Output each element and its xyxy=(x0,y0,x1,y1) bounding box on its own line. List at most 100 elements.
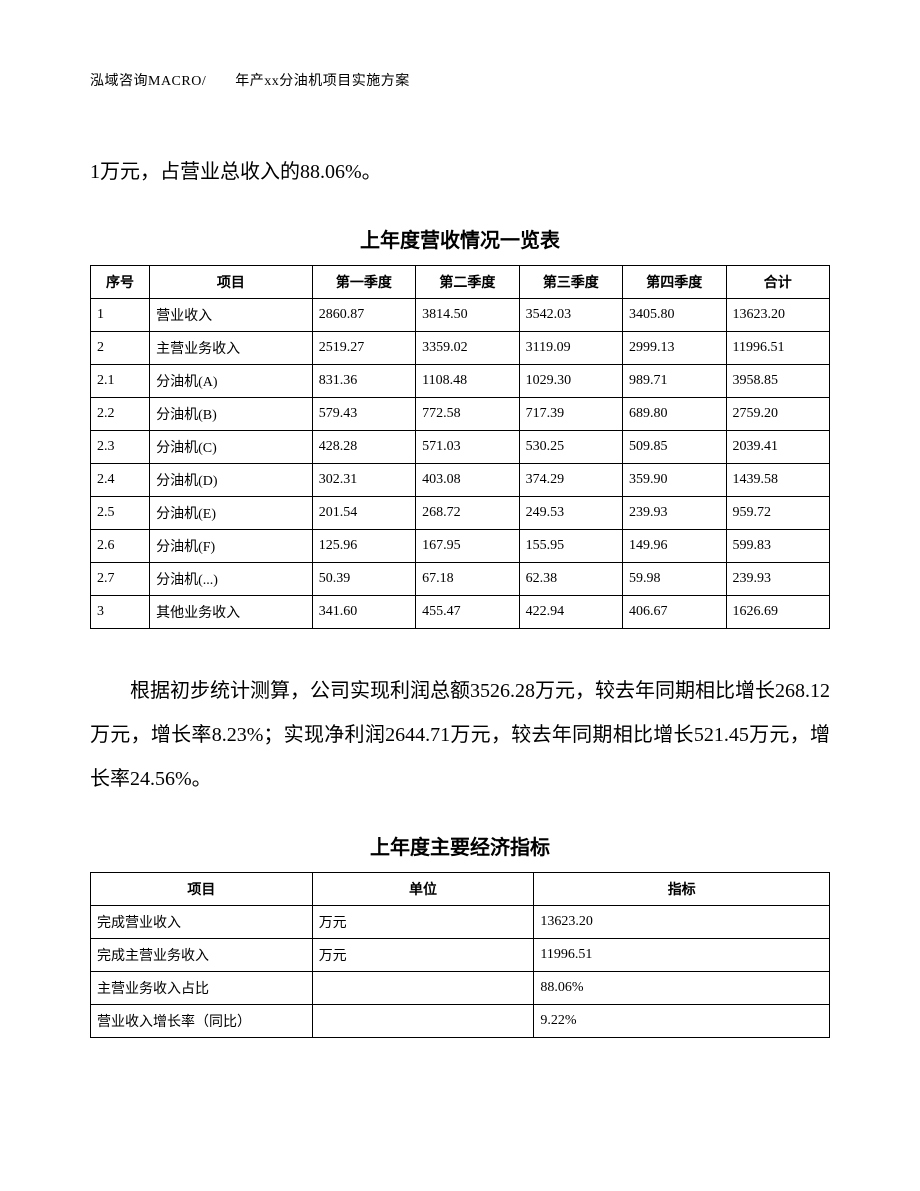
cell: 2.5 xyxy=(91,497,150,530)
table-row: 2主营业务收入2519.273359.023119.092999.1311996… xyxy=(91,332,830,365)
cell: 2.7 xyxy=(91,563,150,596)
cell: 62.38 xyxy=(519,563,622,596)
cell: 分油机(B) xyxy=(150,398,313,431)
indicator-table: 项目 单位 指标 完成营业收入万元13623.20 完成主营业务收入万元1199… xyxy=(90,872,830,1038)
cell xyxy=(312,972,534,1005)
table-row: 营业收入增长率（同比） 9.22% xyxy=(91,1005,830,1038)
cell: 其他业务收入 xyxy=(150,596,313,629)
cell: 167.95 xyxy=(416,530,519,563)
cell: 分油机(E) xyxy=(150,497,313,530)
col-q3: 第三季度 xyxy=(519,266,622,299)
table2-title: 上年度主要经济指标 xyxy=(90,831,830,860)
col-unit: 单位 xyxy=(312,873,534,906)
cell: 1029.30 xyxy=(519,365,622,398)
cell: 959.72 xyxy=(726,497,830,530)
revenue-table: 序号 项目 第一季度 第二季度 第三季度 第四季度 合计 1营业收入2860.8… xyxy=(90,265,830,629)
cell: 989.71 xyxy=(623,365,726,398)
cell: 1 xyxy=(91,299,150,332)
cell: 完成营业收入 xyxy=(91,906,313,939)
cell: 50.39 xyxy=(312,563,415,596)
table-row: 2.7分油机(...)50.3967.1862.3859.98239.93 xyxy=(91,563,830,596)
col-q1: 第一季度 xyxy=(312,266,415,299)
cell: 3542.03 xyxy=(519,299,622,332)
table1-title: 上年度营收情况一览表 xyxy=(90,224,830,253)
cell: 分油机(D) xyxy=(150,464,313,497)
table-row: 2.2分油机(B)579.43772.58717.39689.802759.20 xyxy=(91,398,830,431)
table2-header-row: 项目 单位 指标 xyxy=(91,873,830,906)
cell: 249.53 xyxy=(519,497,622,530)
cell xyxy=(312,1005,534,1038)
col-item: 项目 xyxy=(91,873,313,906)
page-header: 泓域咨询MACRO/ 年产xx分油机项目实施方案 xyxy=(90,70,830,90)
table-row: 2.4分油机(D)302.31403.08374.29359.901439.58 xyxy=(91,464,830,497)
cell: 422.94 xyxy=(519,596,622,629)
cell: 149.96 xyxy=(623,530,726,563)
cell: 59.98 xyxy=(623,563,726,596)
col-seq: 序号 xyxy=(91,266,150,299)
col-value: 指标 xyxy=(534,873,830,906)
cell: 2.2 xyxy=(91,398,150,431)
cell: 3814.50 xyxy=(416,299,519,332)
cell: 万元 xyxy=(312,939,534,972)
document-page: 泓域咨询MACRO/ 年产xx分油机项目实施方案 1万元，占营业总收入的88.0… xyxy=(0,0,920,1191)
cell: 2.1 xyxy=(91,365,150,398)
cell: 分油机(C) xyxy=(150,431,313,464)
cell: 13623.20 xyxy=(534,906,830,939)
cell: 455.47 xyxy=(416,596,519,629)
col-total: 合计 xyxy=(726,266,830,299)
cell: 分油机(...) xyxy=(150,563,313,596)
cell: 万元 xyxy=(312,906,534,939)
cell: 2039.41 xyxy=(726,431,830,464)
cell: 1439.58 xyxy=(726,464,830,497)
cell: 2759.20 xyxy=(726,398,830,431)
cell: 201.54 xyxy=(312,497,415,530)
table-row: 2.5分油机(E)201.54268.72249.53239.93959.72 xyxy=(91,497,830,530)
cell: 406.67 xyxy=(623,596,726,629)
cell: 3958.85 xyxy=(726,365,830,398)
table1-body: 1营业收入2860.873814.503542.033405.8013623.2… xyxy=(91,299,830,629)
cell: 239.93 xyxy=(623,497,726,530)
cell: 599.83 xyxy=(726,530,830,563)
cell: 9.22% xyxy=(534,1005,830,1038)
cell: 239.93 xyxy=(726,563,830,596)
table-row: 2.6分油机(F)125.96167.95155.95149.96599.83 xyxy=(91,530,830,563)
cell: 11996.51 xyxy=(726,332,830,365)
cell: 3119.09 xyxy=(519,332,622,365)
cell: 3359.02 xyxy=(416,332,519,365)
cell: 完成主营业务收入 xyxy=(91,939,313,972)
cell: 2 xyxy=(91,332,150,365)
cell: 374.29 xyxy=(519,464,622,497)
table-row: 完成主营业务收入万元11996.51 xyxy=(91,939,830,972)
cell: 2.6 xyxy=(91,530,150,563)
cell: 579.43 xyxy=(312,398,415,431)
table-row: 1营业收入2860.873814.503542.033405.8013623.2… xyxy=(91,299,830,332)
cell: 689.80 xyxy=(623,398,726,431)
cell: 717.39 xyxy=(519,398,622,431)
cell: 88.06% xyxy=(534,972,830,1005)
cell: 125.96 xyxy=(312,530,415,563)
table-row: 3其他业务收入341.60455.47422.94406.671626.69 xyxy=(91,596,830,629)
cell: 341.60 xyxy=(312,596,415,629)
cell: 2860.87 xyxy=(312,299,415,332)
cell: 营业收入增长率（同比） xyxy=(91,1005,313,1038)
cell: 3405.80 xyxy=(623,299,726,332)
cell: 2999.13 xyxy=(623,332,726,365)
cell: 403.08 xyxy=(416,464,519,497)
cell: 509.85 xyxy=(623,431,726,464)
cell: 571.03 xyxy=(416,431,519,464)
cell: 11996.51 xyxy=(534,939,830,972)
cell: 13623.20 xyxy=(726,299,830,332)
cell: 2519.27 xyxy=(312,332,415,365)
cell: 3 xyxy=(91,596,150,629)
table-row: 2.3分油机(C)428.28571.03530.25509.852039.41 xyxy=(91,431,830,464)
paragraph-2: 根据初步统计测算，公司实现利润总额3526.28万元，较去年同期相比增长268.… xyxy=(90,669,830,801)
cell: 主营业务收入 xyxy=(150,332,313,365)
table-row: 完成营业收入万元13623.20 xyxy=(91,906,830,939)
cell: 155.95 xyxy=(519,530,622,563)
table2-body: 完成营业收入万元13623.20 完成主营业务收入万元11996.51 主营业务… xyxy=(91,906,830,1038)
cell: 营业收入 xyxy=(150,299,313,332)
cell: 1626.69 xyxy=(726,596,830,629)
col-item: 项目 xyxy=(150,266,313,299)
table1-header-row: 序号 项目 第一季度 第二季度 第三季度 第四季度 合计 xyxy=(91,266,830,299)
cell: 2.4 xyxy=(91,464,150,497)
